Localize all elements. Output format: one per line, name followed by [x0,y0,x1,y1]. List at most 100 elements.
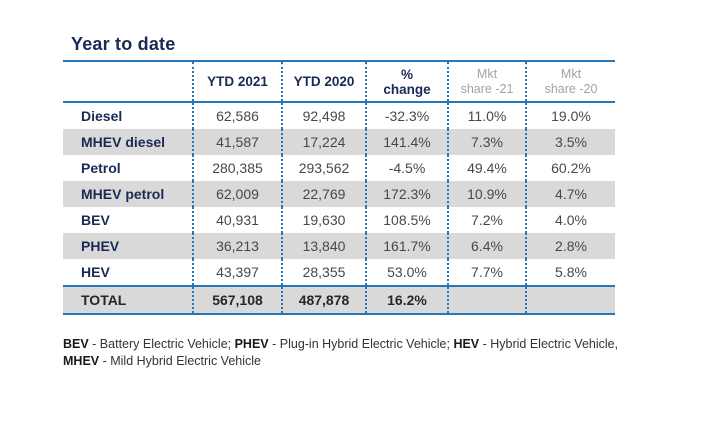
cell-pct-change: 53.0% [365,259,447,285]
cell-pct-change: 172.3% [365,181,447,207]
cell-ytd-2021: 40,931 [192,207,281,233]
value: 40,931 [216,212,259,228]
value: 7.7% [471,264,503,280]
cell-mkt-share-21: 11.0% [447,103,525,129]
header-label: Mkt share -21 [461,67,514,97]
abbr-mhev: MHEV [63,354,100,368]
cell-ytd-2020: 28,355 [281,259,365,285]
cell-mkt-share-20: 5.8% [525,259,615,285]
row-label: HEV [81,264,110,280]
value: -4.5% [388,160,426,176]
value: 5.8% [555,264,587,280]
cell-ytd-2021: 280,385 [192,155,281,181]
header-line-2: share -20 [544,81,598,96]
value: 6.4% [471,238,503,254]
table-row-petrol: Petrol 280,385 293,562 -4.5% 49.4% 60.2% [63,155,615,181]
cell-ytd-2021: 62,009 [192,181,281,207]
header-pct-change: % change [365,62,447,101]
row-label-cell: HEV [63,259,192,285]
cell-pct-change: 161.7% [365,233,447,259]
cell-ytd-2021: 41,587 [192,129,281,155]
value: 41,587 [216,134,259,150]
header-mkt-share-21: Mkt share -21 [447,62,525,101]
ytd-registrations-table: YTD 2021 YTD 2020 % change Mkt share -21 [63,60,615,315]
value: -32.3% [384,108,430,124]
row-label: BEV [81,212,110,228]
header-line-1: Mkt [560,66,582,81]
footnote-line-1: BEV - Battery Electric Vehicle; PHEV - P… [63,336,643,353]
header-label: YTD 2020 [293,74,355,89]
header-label: Mkt share -20 [545,67,598,97]
value: 43,397 [216,264,259,280]
header-line-1: % [400,66,413,82]
abbr-bev: BEV [63,337,89,351]
cell-mkt-share-21: 7.7% [447,259,525,285]
value: 7.3% [471,134,503,150]
header-ytd-2021: YTD 2021 [192,62,281,101]
page-title: Year to date [71,34,176,54]
value: 19,630 [302,212,346,228]
value: 141.4% [383,134,431,150]
value: 487,878 [298,292,350,308]
header-line-2: change [383,81,431,97]
header-label: YTD 2021 [207,74,268,89]
value: 7.2% [471,212,503,228]
row-label-cell: MHEV petrol [63,181,192,207]
value: 2.8% [555,238,587,254]
cell-ytd-2020: 92,498 [281,103,365,129]
value: 108.5% [383,212,431,228]
cell-mkt-share-20: 3.5% [525,129,615,155]
footnote-text: - Plug-in Hybrid Electric Vehicle; [268,337,454,351]
table-row-hev: HEV 43,397 28,355 53.0% 7.7% 5.8% [63,259,615,285]
value: 4.0% [555,212,587,228]
value: 22,769 [302,186,346,202]
row-label-cell: MHEV diesel [63,129,192,155]
table-row-total: TOTAL 567,108 487,878 16.2% [63,285,615,315]
value: 92,498 [302,108,346,124]
table-row-phev: PHEV 36,213 13,840 161.7% 6.4% 2.8% [63,233,615,259]
footnote-text: - Battery Electric Vehicle; [88,337,235,351]
header-line-1: Mkt [476,66,498,81]
row-label: Petrol [81,160,121,176]
header-ytd-2020: YTD 2020 [281,62,365,101]
value: 293,562 [298,160,350,176]
table-row-mhev-diesel: MHEV diesel 41,587 17,224 141.4% 7.3% 3.… [63,129,615,155]
row-label: Diesel [81,108,123,124]
abbr-phev: PHEV [234,337,269,351]
value: 172.3% [383,186,431,202]
cell-ytd-2020: 22,769 [281,181,365,207]
value: 280,385 [212,160,263,176]
cell-ytd-2020: 17,224 [281,129,365,155]
table-row-mhev-petrol: MHEV petrol 62,009 22,769 172.3% 10.9% 4… [63,181,615,207]
cell-ytd-2021: 567,108 [192,287,281,313]
row-label: MHEV petrol [81,186,165,202]
cell-pct-change: -4.5% [365,155,447,181]
value: 60.2% [551,160,591,176]
cell-ytd-2021: 36,213 [192,233,281,259]
value: 53.0% [387,264,427,280]
cell-mkt-share-20: 19.0% [525,103,615,129]
cell-mkt-share-21: 7.2% [447,207,525,233]
cell-mkt-share-20: 4.7% [525,181,615,207]
value: 62,009 [216,186,259,202]
cell-ytd-2020: 19,630 [281,207,365,233]
table-row-bev: BEV 40,931 19,630 108.5% 7.2% 4.0% [63,207,615,233]
cell-mkt-share-20: 4.0% [525,207,615,233]
abbreviation-footnote: BEV - Battery Electric Vehicle; PHEV - P… [63,336,643,370]
cell-mkt-share-20: 60.2% [525,155,615,181]
header-label: % change [383,67,430,97]
row-label-cell: PHEV [63,233,192,259]
row-label-cell: BEV [63,207,192,233]
abbr-hev: HEV [453,337,480,351]
cell-pct-change: 108.5% [365,207,447,233]
table-row-diesel: Diesel 62,586 92,498 -32.3% 11.0% 19.0% [63,103,615,129]
value: 3.5% [555,134,587,150]
cell-ytd-2020: 293,562 [281,155,365,181]
footnote-text: - Mild Hybrid Electric Vehicle [99,354,261,368]
value: 17,224 [302,134,346,150]
value: 49.4% [467,160,507,176]
value: 4.7% [555,186,587,202]
value: 13,840 [302,238,346,254]
value: 161.7% [383,238,431,254]
